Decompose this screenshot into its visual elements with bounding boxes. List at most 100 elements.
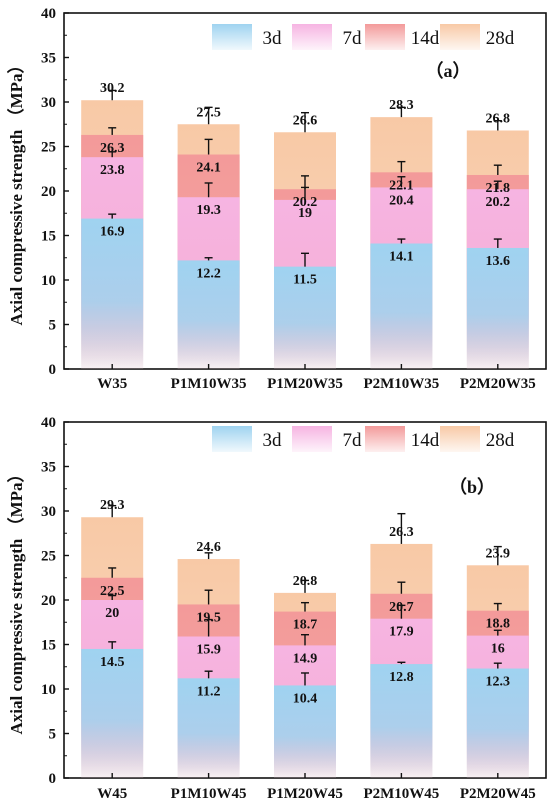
data-label-14d-P1M20W35: 20.2: [293, 195, 318, 210]
error-bar-3d-P2M20W45: [493, 662, 502, 669]
data-label-14d-W45: 22.5: [100, 584, 125, 599]
y-tick-label: 35: [41, 51, 56, 67]
data-label-14d-P1M10W35: 24.1: [196, 161, 221, 176]
legend-swatch-3d: [212, 426, 252, 452]
data-label-28d-W45: 29.3: [100, 498, 125, 513]
data-label-14d-P1M10W45: 19.5: [196, 610, 221, 625]
error-bar-28d-P1M20W35: [301, 111, 309, 133]
y-tick-label: 5: [49, 318, 57, 334]
error-bar-14d-P1M20W35: [301, 175, 309, 190]
data-label-28d-P1M20W45: 20.8: [293, 574, 318, 589]
error-bar-14d-P2M20W35: [493, 164, 502, 175]
error-bar-28d-P2M10W45: [397, 512, 406, 544]
x-tick-label: W35: [97, 376, 127, 392]
data-label-3d-P2M10W35: 14.1: [389, 250, 414, 265]
error-bar-3d-P1M10W45: [204, 670, 213, 679]
x-tick-label: P2M20W45: [460, 786, 536, 802]
data-label-7d-W35: 23.8: [100, 163, 125, 178]
y-tick-label: 20: [41, 593, 56, 609]
legend-label-28d: 28d: [486, 430, 515, 451]
error-bar-28d-W35: [108, 89, 117, 101]
data-label-28d-P2M20W45: 23.9: [486, 546, 511, 561]
y-tick-label: 0: [49, 771, 57, 787]
data-label-14d-P2M10W45: 20.7: [389, 600, 414, 615]
error-bar-3d-P2M20W35: [493, 238, 502, 248]
y-tick-label: 10: [41, 273, 56, 289]
legend: 3d 7d 14d 28d: [212, 24, 515, 50]
error-bar-3d-W45: [108, 641, 117, 649]
y-tick-label: 15: [41, 638, 56, 654]
data-label-7d-P2M10W35: 20.4: [389, 193, 414, 208]
data-label-7d-W45: 20: [105, 606, 119, 621]
bar-3d-P1M20W35: [274, 266, 336, 369]
data-label-28d-P2M10W35: 28.3: [389, 98, 414, 113]
y-tick-label: 20: [41, 184, 56, 200]
bar-3d-P1M10W35: [177, 260, 240, 369]
data-label-28d-P1M10W35: 27.5: [196, 105, 221, 120]
y-tick-label: 40: [41, 6, 56, 22]
data-label-28d-W35: 30.2: [100, 81, 125, 96]
error-bar-14d-P1M20W45: [301, 601, 309, 612]
y-tick-label: 25: [41, 140, 56, 156]
error-bar-7d-P1M10W35: [204, 182, 213, 198]
bar-3d-P1M10W45: [177, 678, 240, 778]
legend-swatch-14d: [365, 24, 405, 50]
legend-swatch-7d: [292, 24, 332, 50]
data-label-14d-P2M10W35: 22.1: [389, 178, 414, 193]
error-bar-7d-P2M20W35: [493, 180, 502, 190]
data-label-3d-P2M10W45: 12.8: [389, 670, 414, 685]
error-bar-3d-W35: [108, 213, 117, 219]
error-bar-28d-P1M10W35: [204, 106, 213, 125]
data-label-28d-P2M10W45: 26.3: [389, 525, 414, 540]
x-tick-label: P2M20W35: [460, 376, 536, 392]
data-label-3d-P1M20W35: 11.5: [293, 273, 317, 288]
y-tick-label: 30: [41, 95, 56, 111]
legend-label-3d: 3d: [263, 430, 283, 451]
bar-3d-P2M10W45: [370, 664, 433, 778]
error-bar-28d-P2M10W35: [397, 106, 406, 118]
error-bar-3d-P1M20W45: [301, 672, 309, 686]
x-tick-label: P1M20W45: [267, 786, 343, 802]
y-tick-label: 35: [41, 460, 56, 476]
error-bar-3d-P2M10W45: [397, 661, 406, 665]
legend-label-3d: 3d: [263, 28, 283, 49]
error-bar-14d-P2M10W45: [397, 581, 406, 594]
error-bar-28d-P2M20W35: [493, 119, 502, 131]
data-label-14d-P1M20W45: 18.7: [293, 618, 318, 633]
error-bar-14d-P1M10W35: [204, 138, 213, 155]
error-bar-14d-P2M10W35: [397, 160, 406, 173]
legend-swatch-14d: [365, 426, 405, 452]
error-bar-7d-P2M20W45: [493, 629, 502, 636]
data-label-3d-P2M20W45: 12.3: [486, 675, 511, 690]
panel-label: （a）: [426, 61, 471, 81]
legend-label-7d: 7d: [343, 28, 363, 49]
y-tick-label: 15: [41, 229, 56, 245]
data-label-14d-W35: 26.3: [100, 141, 125, 156]
y-tick-label: 25: [41, 549, 56, 565]
error-bar-3d-P1M20W35: [301, 252, 309, 267]
legend-swatch-28d: [440, 426, 480, 452]
error-bar-14d-W35: [108, 127, 117, 135]
chart-panel-a: 16.9 12.2 11.5 14.1 13.6 23.8 19.3 19 20.4 20.2 26…: [6, 6, 547, 392]
error-bar-7d-P1M10W45: [204, 618, 213, 637]
error-bar-7d-P2M10W35: [397, 176, 406, 188]
error-bar-28d-P1M20W45: [301, 579, 309, 593]
data-label-28d-P2M20W35: 26.8: [486, 111, 511, 126]
data-label-7d-P1M10W45: 15.9: [196, 642, 221, 657]
legend-label-14d: 14d: [411, 28, 440, 49]
data-label-7d-P1M20W35: 19: [298, 206, 312, 221]
legend-swatch-3d: [212, 24, 252, 50]
error-bar-14d-P1M10W45: [204, 589, 213, 605]
bar-3d-P2M10W35: [370, 243, 433, 369]
data-label-3d-P1M20W45: 10.4: [293, 691, 318, 706]
x-tick-label: P1M10W35: [171, 376, 247, 392]
data-label-7d-P2M10W45: 17.9: [389, 625, 414, 640]
bar-3d-W35: [81, 218, 144, 369]
x-tick-label: P1M20W35: [267, 376, 343, 392]
error-bar-7d-P1M20W45: [301, 634, 309, 646]
bar-3d-P2M20W45: [466, 668, 529, 778]
x-tick-label: P1M10W45: [171, 786, 247, 802]
error-bar-14d-P2M20W45: [493, 602, 502, 611]
legend: 3d 7d 14d 28d: [212, 426, 515, 452]
